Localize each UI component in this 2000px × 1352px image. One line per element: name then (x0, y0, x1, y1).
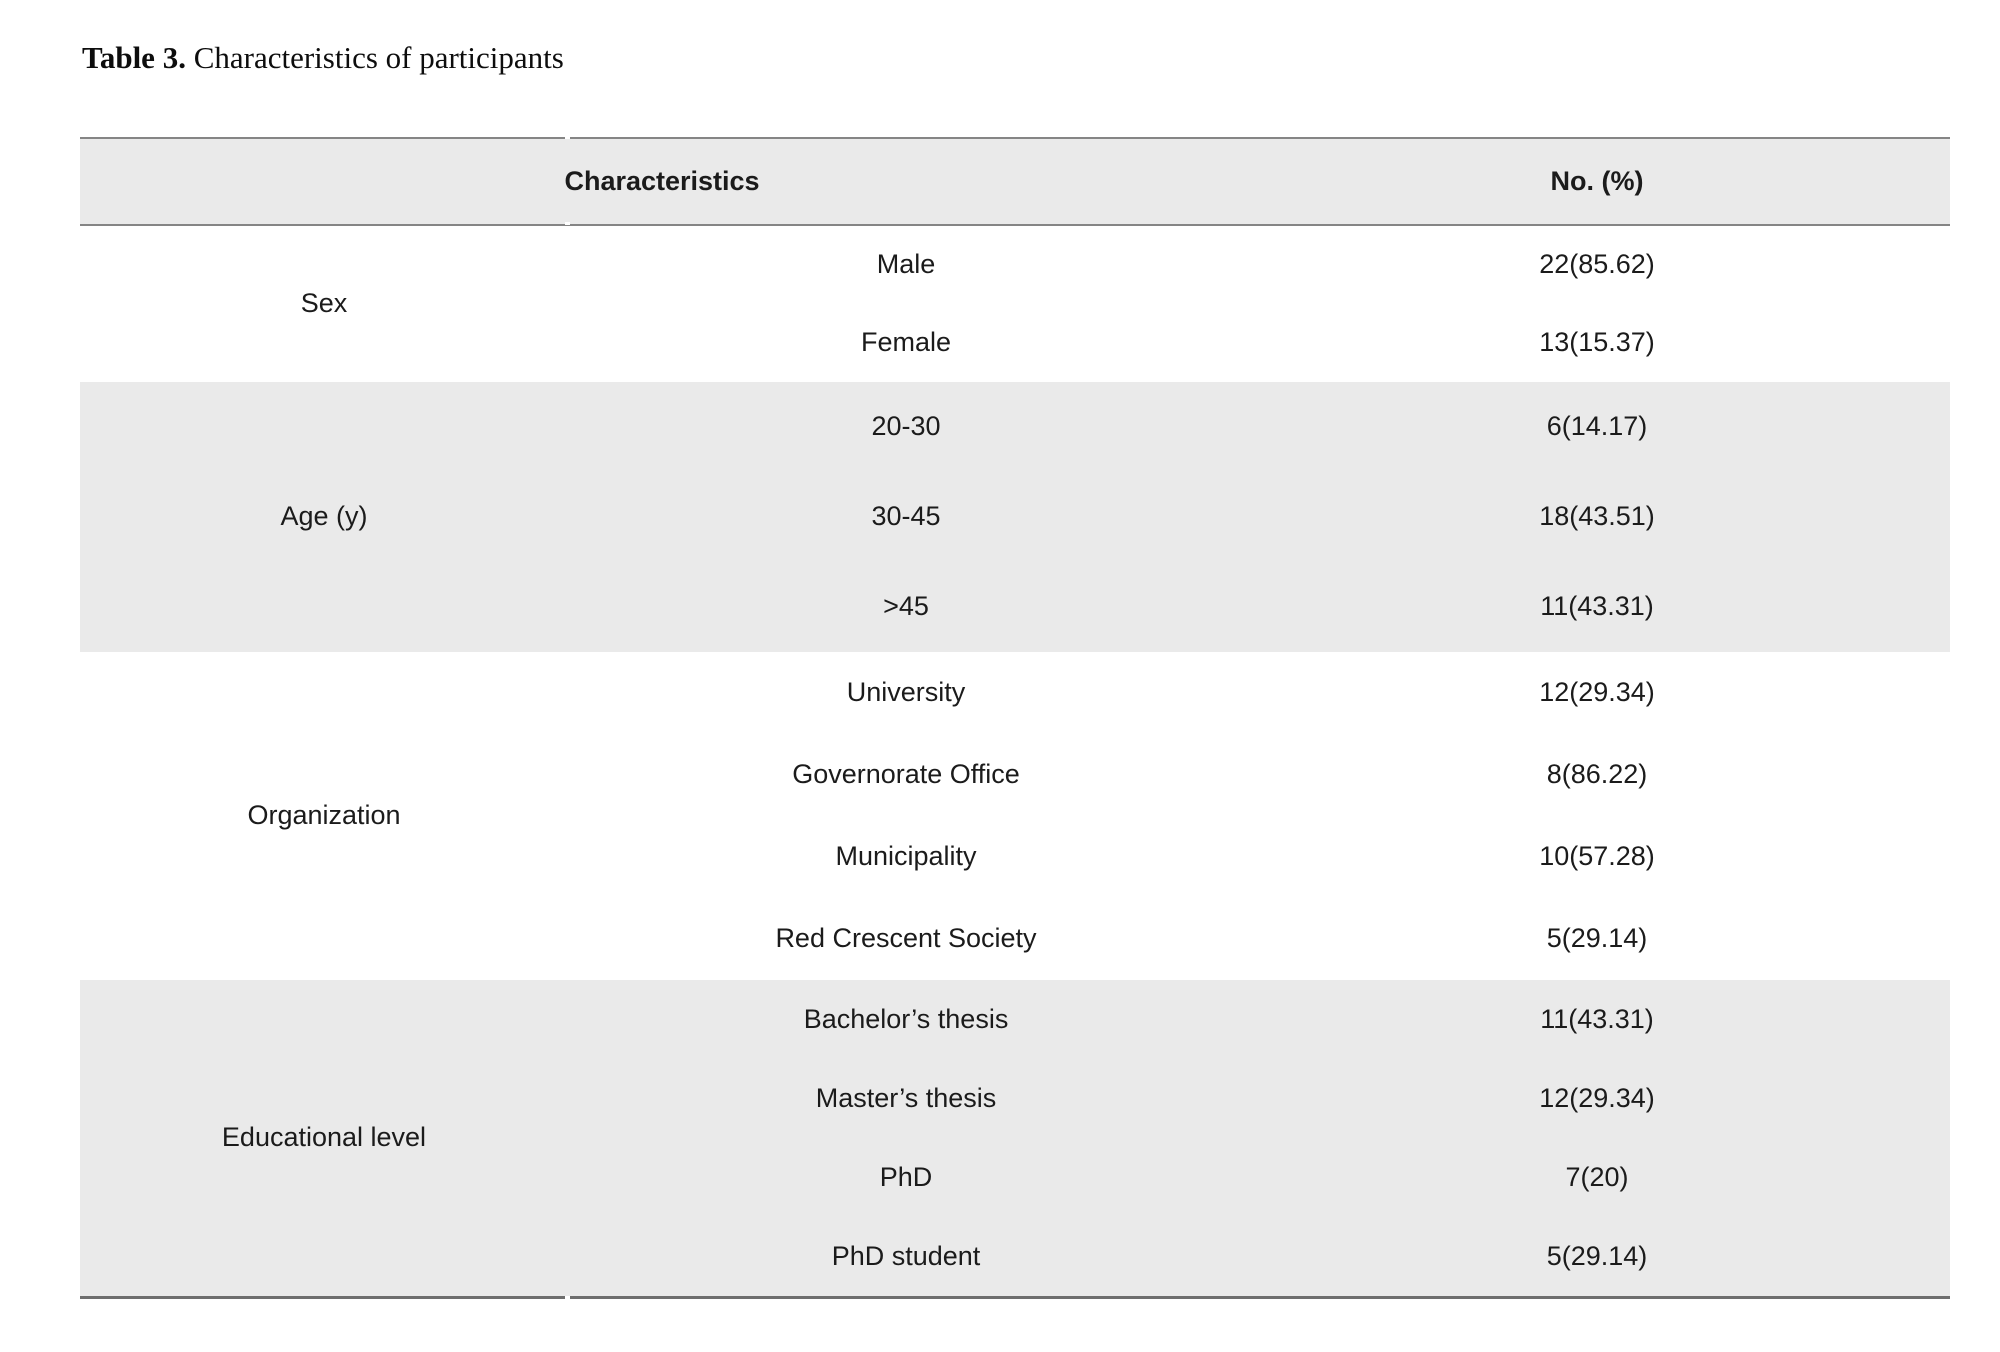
participants-table: Characteristics No. (%) Sex Male 22(85.6… (80, 137, 1951, 1299)
value-cell: 8(86.22) (1546, 759, 1648, 790)
table-row: PhD student 5(29.14) (80, 1217, 1951, 1298)
header-characteristics: Characteristics (80, 137, 1245, 226)
border-seam (565, 137, 570, 139)
sub-label-cell: Governorate Office (792, 759, 1020, 790)
table-row: >45 11(43.31) (80, 562, 1951, 652)
table-row: Female 13(15.37) (80, 304, 1950, 382)
group-label-age: Age (y) (80, 382, 568, 652)
sub-label-cell: Master’s thesis (568, 1059, 1245, 1138)
border-seam (565, 1296, 570, 1299)
sub-label-cell: PhD student (568, 1217, 1245, 1298)
sub-label-cell: Bachelor’s thesis (568, 980, 1245, 1059)
value-cell: 7(20) (1244, 1138, 1951, 1217)
table-row: PhD 7(20) (80, 1138, 1951, 1217)
group-educational-level: Educational level Bachelor’s thesis 11(4… (80, 980, 1951, 1298)
value-cell: 6(14.17) (1244, 382, 1951, 472)
group-sex: Sex Male 22(85.62) Female 13(15.37) (80, 225, 1950, 382)
table-row: Sex Male 22(85.62) (80, 225, 1950, 318)
sub-label-cell: Male (876, 249, 936, 280)
value-cell: 11(43.31) (1244, 980, 1951, 1059)
table-row: Organization University 12(29.34) (80, 652, 1950, 830)
sub-label-cell: Female (860, 327, 952, 358)
table-row: 30-45 18(43.51) (80, 472, 1951, 562)
table-caption-title: Characteristics of participants (185, 40, 564, 75)
table-caption-number: Table 3. (82, 40, 186, 75)
group-organization: Organization University 12(29.34) Govern… (80, 652, 1950, 980)
participants-table-wrapper: Characteristics No. (%) Sex Male 22(85.6… (80, 137, 1951, 1299)
header-no-percent: No. (%) (1244, 137, 1951, 226)
table-header: Characteristics No. (%) (80, 137, 1951, 226)
value-cell: 22(85.62) (1539, 249, 1655, 280)
value-cell: 5(29.14) (1546, 923, 1648, 954)
value-cell: 18(43.51) (1244, 472, 1951, 562)
value-cell: 12(29.34) (1539, 677, 1655, 708)
sub-label-cell: University (846, 677, 966, 708)
value-cell: 10(57.28) (1539, 841, 1655, 872)
value-cell: 5(29.14) (1244, 1217, 1951, 1298)
header-row: Characteristics No. (%) (80, 137, 1951, 226)
table-row: Master’s thesis 12(29.34) (80, 1059, 1951, 1138)
sub-label-cell: Municipality (835, 841, 977, 872)
value-cell: 13(15.37) (1539, 327, 1655, 358)
group-label-organization: Organization (247, 800, 401, 831)
group-label-educational-level: Educational level (80, 980, 568, 1298)
value-cell: 12(29.34) (1244, 1059, 1951, 1138)
sub-label-cell: 30-45 (568, 472, 1245, 562)
group-age: Age (y) 20-30 6(14.17) 30-45 18(43.51) >… (80, 382, 1951, 652)
sub-label-cell: PhD (568, 1138, 1245, 1217)
group-label-sex: Sex (300, 288, 348, 319)
sub-label-cell: >45 (568, 562, 1245, 652)
table-row: Red Crescent Society 5(29.14) (80, 898, 1950, 980)
table-row: Educational level Bachelor’s thesis 11(4… (80, 980, 1951, 1298)
sub-label-cell: Red Crescent Society (775, 923, 1037, 954)
table-caption: Table 3. Characteristics of participants (82, 40, 564, 76)
border-seam (565, 222, 570, 225)
table-row: Municipality 10(57.28) (80, 816, 1950, 898)
table-row: Governorate Office 8(86.22) (80, 734, 1950, 816)
sub-label-cell: 20-30 (568, 382, 1245, 472)
table-row: Age (y) 20-30 6(14.17) (80, 382, 1951, 652)
value-cell: 11(43.31) (1244, 562, 1951, 652)
